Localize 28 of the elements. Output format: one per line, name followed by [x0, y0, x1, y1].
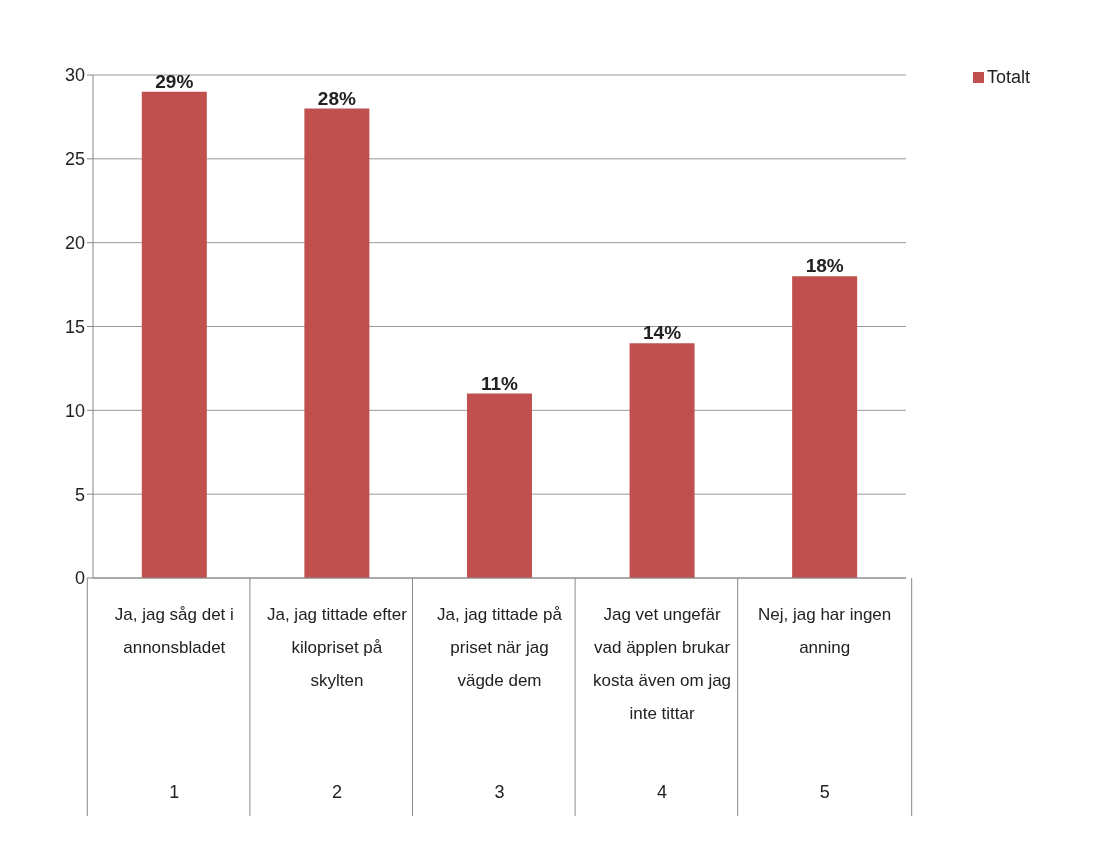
y-tick-label: 20	[64, 233, 85, 254]
data-label: 28%	[317, 87, 356, 109]
text: 4	[657, 782, 668, 802]
data-label: 29%	[155, 70, 194, 92]
text: 3	[494, 782, 505, 802]
data-label: 18%	[805, 255, 844, 277]
x-tick-label: Ja, jag tittade på priset när jag vägde dem	[437, 605, 563, 690]
y-tick-label: 10	[64, 400, 85, 421]
bar	[792, 276, 858, 578]
bar	[629, 343, 695, 578]
y-tick-label: 30	[64, 65, 85, 86]
bar	[466, 393, 532, 578]
y-tick-label: 5	[74, 484, 85, 505]
y-tick-label: 15	[64, 316, 85, 337]
y-tick-label: 25	[64, 149, 85, 170]
x-tick-label: Ja, jag tittade efter kilopriset på skylten	[266, 605, 408, 690]
x-tick-label: Nej, jag har ingen anning	[758, 605, 892, 657]
text: 1	[169, 782, 180, 802]
legend-label: Totalt	[987, 67, 1031, 88]
bar	[141, 91, 207, 578]
text: 2	[331, 782, 342, 802]
data-label: 11%	[480, 372, 519, 394]
text: 5	[819, 782, 830, 802]
x-tick-label: Jag vet ungefär vad äpplen brukar kosta även om jag inte tittar	[593, 605, 732, 723]
data-label: 14%	[643, 322, 682, 344]
y-tick-label: 0	[74, 568, 85, 589]
x-tick-label: Ja, jag såg det i annonsbladet	[114, 605, 234, 657]
bar	[304, 108, 370, 578]
